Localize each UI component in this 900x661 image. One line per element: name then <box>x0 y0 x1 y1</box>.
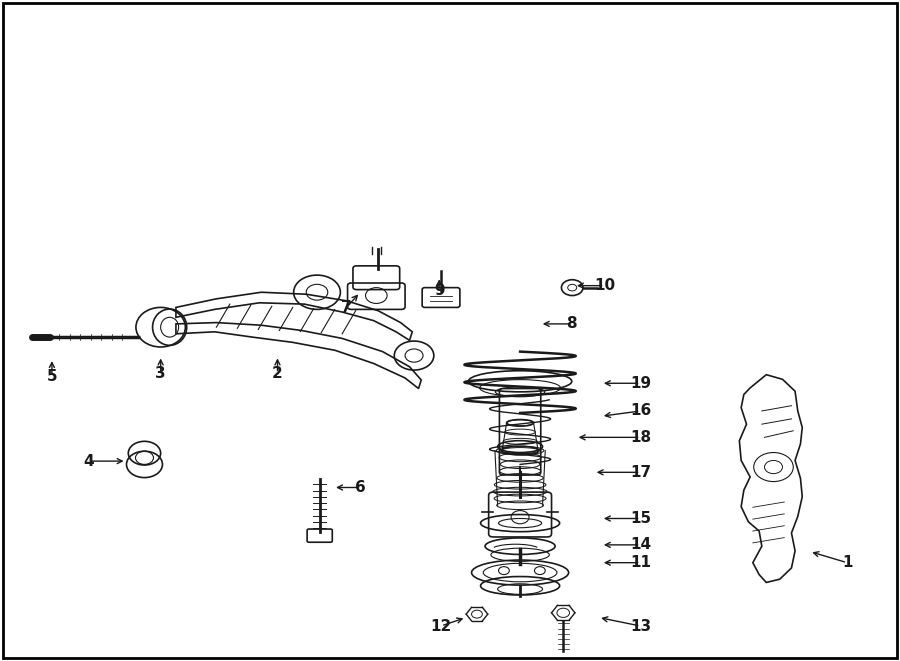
Text: 2: 2 <box>272 366 283 381</box>
Text: 8: 8 <box>566 317 577 331</box>
Text: 10: 10 <box>594 278 615 293</box>
Text: 11: 11 <box>630 555 651 570</box>
Text: 16: 16 <box>630 403 651 418</box>
Text: 5: 5 <box>47 369 58 384</box>
Text: 4: 4 <box>84 453 94 469</box>
Text: 15: 15 <box>630 511 651 526</box>
Text: 19: 19 <box>630 375 651 391</box>
Text: 14: 14 <box>630 537 651 553</box>
Text: 18: 18 <box>630 430 651 445</box>
Text: 6: 6 <box>355 480 365 495</box>
Text: 13: 13 <box>630 619 651 633</box>
Text: 9: 9 <box>434 284 445 298</box>
Text: 12: 12 <box>430 619 452 633</box>
Text: 1: 1 <box>842 555 852 570</box>
Text: 7: 7 <box>341 300 352 315</box>
Text: 17: 17 <box>630 465 651 480</box>
Text: 3: 3 <box>156 366 166 381</box>
